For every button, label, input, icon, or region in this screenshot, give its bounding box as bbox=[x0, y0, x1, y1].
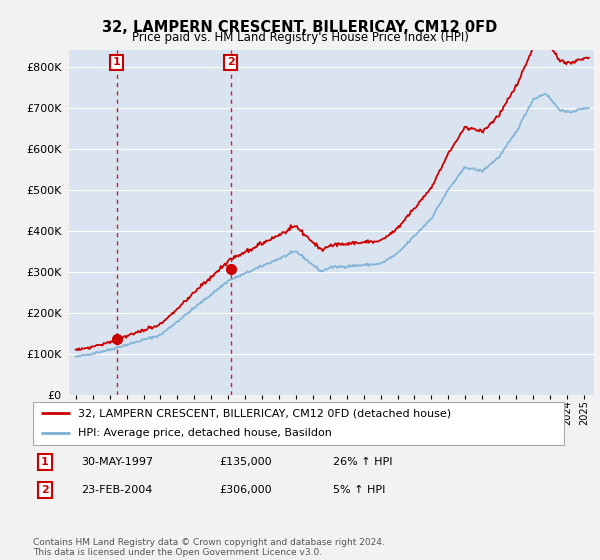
Text: Contains HM Land Registry data © Crown copyright and database right 2024.
This d: Contains HM Land Registry data © Crown c… bbox=[33, 538, 385, 557]
Text: 1: 1 bbox=[113, 57, 121, 67]
Text: 30-MAY-1997: 30-MAY-1997 bbox=[81, 457, 153, 467]
Text: 32, LAMPERN CRESCENT, BILLERICAY, CM12 0FD (detached house): 32, LAMPERN CRESCENT, BILLERICAY, CM12 0… bbox=[78, 408, 451, 418]
Text: 1: 1 bbox=[41, 457, 49, 467]
Text: 32, LAMPERN CRESCENT, BILLERICAY, CM12 0FD: 32, LAMPERN CRESCENT, BILLERICAY, CM12 0… bbox=[103, 20, 497, 35]
Text: £135,000: £135,000 bbox=[219, 457, 272, 467]
Text: 5% ↑ HPI: 5% ↑ HPI bbox=[333, 485, 385, 495]
Text: 23-FEB-2004: 23-FEB-2004 bbox=[81, 485, 152, 495]
Text: 2: 2 bbox=[41, 485, 49, 495]
Text: HPI: Average price, detached house, Basildon: HPI: Average price, detached house, Basi… bbox=[78, 428, 332, 438]
Text: 26% ↑ HPI: 26% ↑ HPI bbox=[333, 457, 392, 467]
Text: 2: 2 bbox=[227, 57, 235, 67]
Text: Price paid vs. HM Land Registry's House Price Index (HPI): Price paid vs. HM Land Registry's House … bbox=[131, 31, 469, 44]
Text: £306,000: £306,000 bbox=[219, 485, 272, 495]
